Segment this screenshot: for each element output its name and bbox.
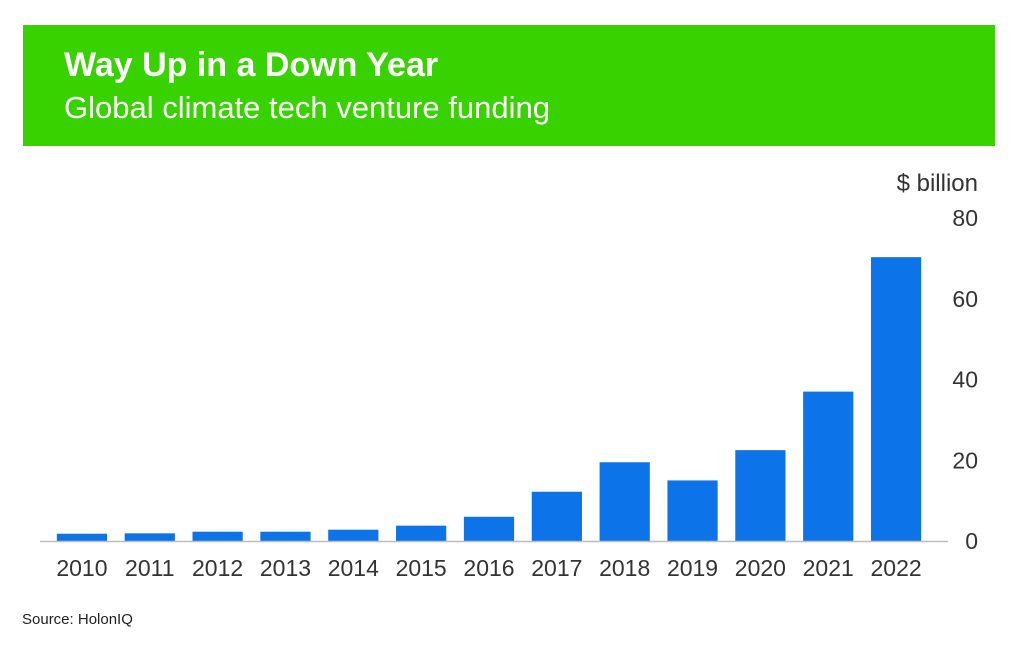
x-tick-label: 2018 <box>599 555 650 581</box>
source-note: Source: HolonIQ <box>22 611 133 628</box>
x-tick-label: 2020 <box>735 555 786 581</box>
bar-2012 <box>192 531 243 541</box>
bar-2015 <box>396 525 447 541</box>
bar-2020 <box>735 450 786 541</box>
y-tick-label: 0 <box>965 528 978 554</box>
y-tick-label: 20 <box>952 447 978 473</box>
x-tick-label: 2017 <box>531 555 582 581</box>
x-tick-label: 2013 <box>260 555 311 581</box>
bar-2013 <box>260 531 311 541</box>
bar-2010 <box>56 533 108 541</box>
bar-2019 <box>667 480 718 541</box>
x-tick-label: 2021 <box>803 555 854 581</box>
x-tick-label: 2014 <box>328 555 379 581</box>
bar-2014 <box>328 529 379 541</box>
bar-2022 <box>870 257 922 541</box>
bar-2021 <box>803 391 854 541</box>
bar-2018 <box>599 462 650 541</box>
chart-header: Way Up in a Down Year Global climate tec… <box>23 25 995 146</box>
x-tick-label: 2015 <box>396 555 447 581</box>
bar-2016 <box>463 516 515 541</box>
x-tick-label: 2012 <box>192 555 243 581</box>
x-tick-label: 2019 <box>667 555 718 581</box>
x-tick-label: 2016 <box>463 555 514 581</box>
x-tick-label: 2011 <box>125 555 174 581</box>
bar-2017 <box>531 491 582 541</box>
bar-chart: $ billion 0 20 40 60 80 2010 2011 2012 2013 2014 20… <box>40 170 978 581</box>
y-tick-label: 60 <box>952 286 978 312</box>
bar-2011 <box>124 533 175 541</box>
chart-title: Way Up in a Down Year <box>64 46 439 84</box>
y-tick-label: 80 <box>952 205 978 231</box>
chart-subtitle: Global climate tech venture funding <box>64 90 550 125</box>
y-tick-label: 40 <box>952 367 978 393</box>
y-axis-label: $ billion <box>897 170 978 197</box>
x-tick-label: 2022 <box>870 555 921 581</box>
x-tick-label: 2010 <box>56 555 107 581</box>
